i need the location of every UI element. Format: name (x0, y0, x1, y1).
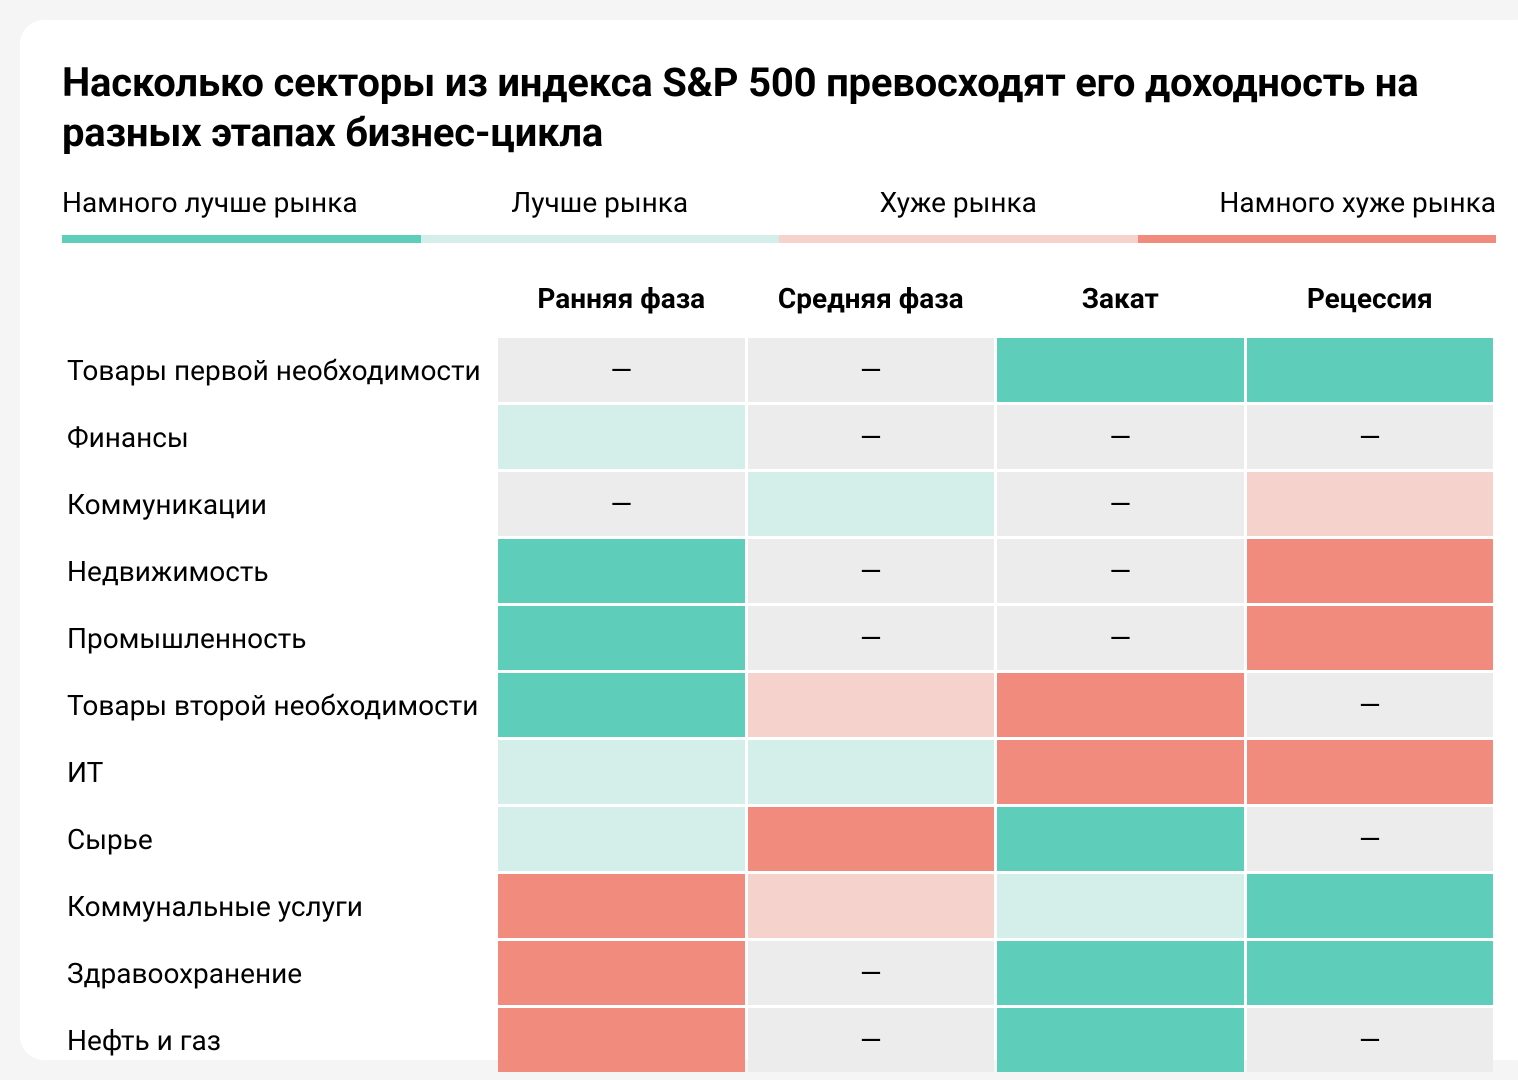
legend-bar-much-better (62, 235, 421, 243)
heatmap-cell: — (997, 539, 1244, 603)
heatmap-cell (498, 606, 745, 670)
heatmap-cell: — (498, 338, 745, 402)
col-header: Ранняя фаза (498, 268, 745, 335)
heatmap-cell (1247, 472, 1494, 536)
table-row: Товары второй необходимости — (65, 673, 1493, 737)
chart-title: Насколько секторы из индекса S&P 500 пре… (62, 58, 1496, 158)
row-label: Нефть и газ (65, 1008, 495, 1072)
heatmap-cell (498, 1008, 745, 1072)
legend-bar-worse (779, 235, 1138, 243)
legend-bar-better (421, 235, 780, 243)
table-row: Коммуникации—— (65, 472, 1493, 536)
heatmap-cell (997, 673, 1244, 737)
heatmap-cell (1247, 539, 1494, 603)
heatmap-cell (997, 941, 1244, 1005)
row-label: Коммуникации (65, 472, 495, 536)
table-row: Финансы——— (65, 405, 1493, 469)
table-row: Нефть и газ — — (65, 1008, 1493, 1072)
heatmap-cell (997, 338, 1244, 402)
heatmap-cell: — (748, 1008, 995, 1072)
heatmap-cell: — (748, 606, 995, 670)
row-label: ИТ (65, 740, 495, 804)
heatmap-cell: — (1247, 807, 1494, 871)
heatmap-cell (997, 1008, 1244, 1072)
heatmap-cell (1247, 606, 1494, 670)
heatmap-corner (65, 268, 495, 335)
table-row: Товары первой необходимости—— (65, 338, 1493, 402)
row-label: Здравоохранение (65, 941, 495, 1005)
heatmap-cell (498, 740, 745, 804)
heatmap-cell (748, 740, 995, 804)
legend-labels: Намного лучше рынка Лучше рынка Хуже рын… (62, 186, 1496, 227)
heatmap-cell (748, 874, 995, 938)
heatmap-cell (498, 405, 745, 469)
heatmap-cell: — (748, 405, 995, 469)
row-label: Коммунальные услуги (65, 874, 495, 938)
legend-bars (62, 235, 1496, 243)
row-label: Товары первой необходимости (65, 338, 495, 402)
heatmap-header-row: Ранняя фаза Средняя фаза Закат Рецессия (65, 268, 1493, 335)
table-row: Здравоохранение — (65, 941, 1493, 1005)
legend-label-much-better: Намного лучше рынка (62, 186, 421, 227)
col-header: Закат (997, 268, 1244, 335)
heatmap-cell (498, 941, 745, 1005)
table-row: Сырье — (65, 807, 1493, 871)
legend-label-worse: Хуже рынка (779, 186, 1138, 227)
heatmap-cell (498, 673, 745, 737)
heatmap-cell: — (1247, 1008, 1494, 1072)
row-label: Финансы (65, 405, 495, 469)
heatmap-cell (997, 874, 1244, 938)
row-label: Сырье (65, 807, 495, 871)
table-row: Коммунальные услуги (65, 874, 1493, 938)
col-header: Рецессия (1247, 268, 1494, 335)
heatmap-cell (997, 807, 1244, 871)
heatmap-cell (748, 673, 995, 737)
heatmap-cell: — (997, 606, 1244, 670)
table-row: Промышленность —— (65, 606, 1493, 670)
heatmap-cell (748, 807, 995, 871)
heatmap-cell: — (748, 539, 995, 603)
chart-card: Насколько секторы из индекса S&P 500 пре… (20, 20, 1518, 1060)
heatmap-cell: — (748, 338, 995, 402)
heatmap-cell: — (997, 472, 1244, 536)
heatmap-cell (997, 740, 1244, 804)
row-label: Недвижимость (65, 539, 495, 603)
heatmap-cell (498, 539, 745, 603)
heatmap-cell (498, 807, 745, 871)
col-header: Средняя фаза (748, 268, 995, 335)
heatmap-cell: — (498, 472, 745, 536)
heatmap-cell (1247, 874, 1494, 938)
legend-label-much-worse: Намного хуже рынка (1138, 186, 1497, 227)
heatmap-cell (1247, 338, 1494, 402)
heatmap-cell (748, 472, 995, 536)
heatmap-cell (1247, 740, 1494, 804)
table-row: ИТ (65, 740, 1493, 804)
legend-label-better: Лучше рынка (421, 186, 780, 227)
legend-bar-much-worse (1138, 235, 1497, 243)
heatmap-body: Товары первой необходимости——Финансы———К… (65, 338, 1493, 1072)
row-label: Товары второй необходимости (65, 673, 495, 737)
heatmap-cell: — (997, 405, 1244, 469)
heatmap-cell: — (748, 941, 995, 1005)
heatmap-table: Ранняя фаза Средняя фаза Закат Рецессия … (62, 265, 1496, 1075)
heatmap-cell: — (1247, 673, 1494, 737)
heatmap-cell (1247, 941, 1494, 1005)
row-label: Промышленность (65, 606, 495, 670)
heatmap-cell (498, 874, 745, 938)
heatmap-cell: — (1247, 405, 1494, 469)
table-row: Недвижимость —— (65, 539, 1493, 603)
